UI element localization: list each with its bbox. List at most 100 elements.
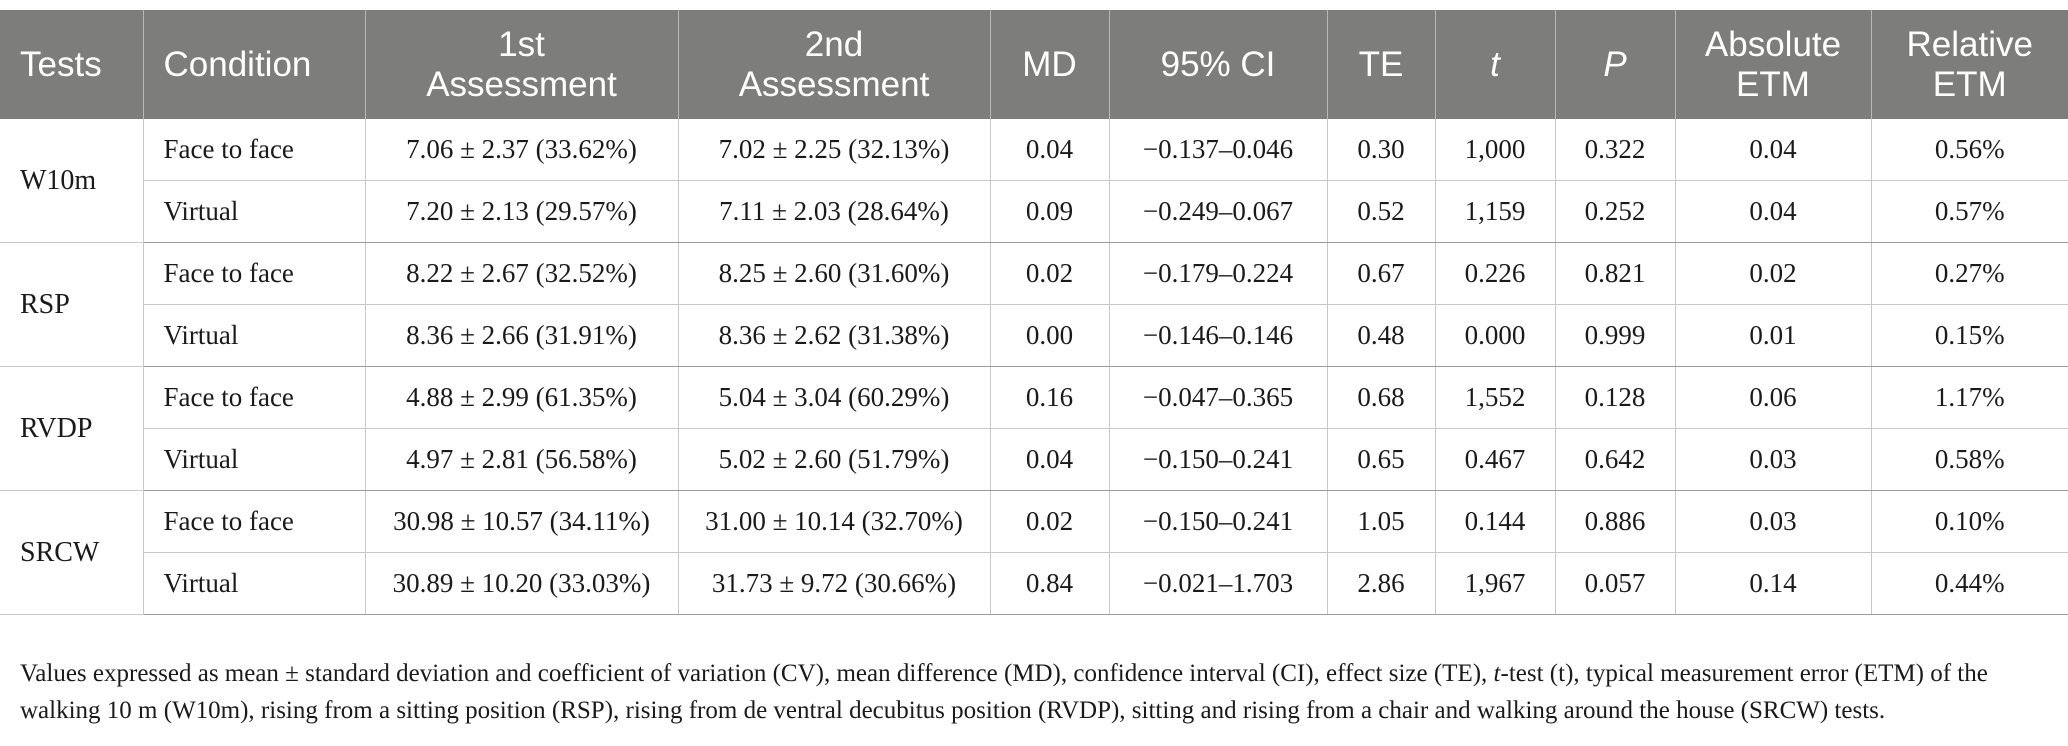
- t-cell: 0.226: [1435, 242, 1556, 305]
- t-cell: 1,552: [1435, 366, 1556, 429]
- p-cell: 0.821: [1555, 242, 1676, 305]
- relative-etm-cell: 0.15%: [1871, 304, 2068, 367]
- ci-cell: −0.179–0.224: [1109, 242, 1328, 305]
- results-table: Tests Condition 1st Assessment 2nd Asses…: [0, 10, 2068, 615]
- t-cell: 1,000: [1435, 119, 1556, 181]
- te-cell: 0.30: [1327, 119, 1436, 181]
- te-cell: 0.65: [1327, 428, 1436, 491]
- header-row: Tests Condition 1st Assessment 2nd Asses…: [0, 10, 2068, 119]
- footnote-t-italic: t: [1493, 660, 1501, 687]
- t-cell: 0.144: [1435, 490, 1556, 553]
- header-t: t: [1435, 10, 1556, 119]
- first-assessment-cell: 7.20 ± 2.13 (29.57%): [365, 180, 679, 243]
- absolute-etm-cell: 0.03: [1675, 490, 1872, 553]
- table-row: Virtual 30.89 ± 10.20 (33.03%) 31.73 ± 9…: [0, 552, 2068, 615]
- ci-cell: −0.137–0.046: [1109, 119, 1328, 181]
- test-name-rsp: RSP: [0, 242, 144, 367]
- header-p-label: P: [1603, 44, 1627, 84]
- second-assessment-cell: 8.36 ± 2.62 (31.38%): [678, 304, 991, 367]
- absolute-etm-cell: 0.03: [1675, 428, 1872, 491]
- p-cell: 0.642: [1555, 428, 1676, 491]
- first-assessment-cell: 4.97 ± 2.81 (56.58%): [365, 428, 679, 491]
- p-cell: 0.128: [1555, 366, 1676, 429]
- table-row: Virtual 7.20 ± 2.13 (29.57%) 7.11 ± 2.03…: [0, 180, 2068, 243]
- table-row: RSP Face to face 8.22 ± 2.67 (32.52%) 8.…: [0, 242, 2068, 367]
- condition-cell: Face to face: [143, 119, 366, 181]
- md-cell: 0.02: [990, 490, 1110, 553]
- first-assessment-cell: 30.89 ± 10.20 (33.03%): [365, 552, 679, 615]
- condition-cell: Virtual: [143, 304, 366, 367]
- header-tests: Tests: [0, 10, 144, 119]
- md-cell: 0.04: [990, 119, 1110, 181]
- table-header: Tests Condition 1st Assessment 2nd Asses…: [0, 10, 2068, 119]
- te-cell: 0.48: [1327, 304, 1436, 367]
- p-cell: 0.322: [1555, 119, 1676, 181]
- header-first-line2: Assessment: [426, 64, 617, 104]
- footnote-part1: Values expressed as mean ± standard devi…: [20, 660, 1494, 687]
- te-cell: 0.52: [1327, 180, 1436, 243]
- footnote-part2: -test (t), typical measurement error (ET…: [20, 660, 1988, 724]
- p-cell: 0.252: [1555, 180, 1676, 243]
- header-rel-line1: Relative: [1906, 24, 2033, 64]
- header-second-line1: 2nd: [804, 24, 864, 64]
- t-cell: 1,159: [1435, 180, 1556, 243]
- te-cell: 1.05: [1327, 490, 1436, 553]
- table-body: W10m Face to face 7.06 ± 2.37 (33.62%) 7…: [0, 119, 2068, 615]
- first-assessment-cell: 8.36 ± 2.66 (31.91%): [365, 304, 679, 367]
- condition-cell: Face to face: [143, 366, 366, 429]
- header-second-line2: Assessment: [738, 64, 930, 104]
- md-cell: 0.09: [990, 180, 1110, 243]
- p-cell: 0.999: [1555, 304, 1676, 367]
- condition-cell: Virtual: [143, 552, 366, 615]
- te-cell: 0.68: [1327, 366, 1436, 429]
- header-rel-line2: ETM: [1932, 64, 2007, 104]
- relative-etm-cell: 0.56%: [1871, 119, 2068, 181]
- md-cell: 0.02: [990, 242, 1110, 305]
- relative-etm-cell: 0.44%: [1871, 552, 2068, 615]
- relative-etm-cell: 1.17%: [1871, 366, 2068, 429]
- condition-cell: Face to face: [143, 242, 366, 305]
- header-p: P: [1555, 10, 1676, 119]
- test-name-w10m: W10m: [0, 119, 144, 243]
- relative-etm-cell: 0.27%: [1871, 242, 2068, 305]
- absolute-etm-cell: 0.14: [1675, 552, 1872, 615]
- second-assessment-cell: 31.73 ± 9.72 (30.66%): [678, 552, 991, 615]
- second-assessment-cell: 5.02 ± 2.60 (51.79%): [678, 428, 991, 491]
- second-assessment-cell: 7.02 ± 2.25 (32.13%): [678, 119, 991, 181]
- first-assessment-cell: 4.88 ± 2.99 (61.35%): [365, 366, 679, 429]
- ci-cell: −0.150–0.241: [1109, 428, 1328, 491]
- header-condition: Condition: [143, 10, 366, 119]
- table-row: Virtual 8.36 ± 2.66 (31.91%) 8.36 ± 2.62…: [0, 304, 2068, 367]
- condition-cell: Face to face: [143, 490, 366, 553]
- te-cell: 0.67: [1327, 242, 1436, 305]
- header-second-assessment: 2nd Assessment: [678, 10, 991, 119]
- relative-etm-cell: 0.58%: [1871, 428, 2068, 491]
- test-name-srcw: SRCW: [0, 490, 144, 615]
- t-cell: 0.467: [1435, 428, 1556, 491]
- header-md: MD: [990, 10, 1110, 119]
- absolute-etm-cell: 0.02: [1675, 242, 1872, 305]
- relative-etm-cell: 0.57%: [1871, 180, 2068, 243]
- ci-cell: −0.021–1.703: [1109, 552, 1328, 615]
- first-assessment-cell: 30.98 ± 10.57 (34.11%): [365, 490, 679, 553]
- condition-cell: Virtual: [143, 180, 366, 243]
- md-cell: 0.00: [990, 304, 1110, 367]
- absolute-etm-cell: 0.06: [1675, 366, 1872, 429]
- p-cell: 0.886: [1555, 490, 1676, 553]
- header-first-line1: 1st: [498, 24, 545, 64]
- header-absolute-etm: Absolute ETM: [1675, 10, 1872, 119]
- header-abs-line2: ETM: [1736, 64, 1810, 104]
- header-t-label: t: [1490, 44, 1500, 84]
- header-first-assessment: 1st Assessment: [365, 10, 679, 119]
- md-cell: 0.04: [990, 428, 1110, 491]
- ci-cell: −0.150–0.241: [1109, 490, 1328, 553]
- md-cell: 0.84: [990, 552, 1110, 615]
- relative-etm-cell: 0.10%: [1871, 490, 2068, 553]
- t-cell: 0.000: [1435, 304, 1556, 367]
- ci-cell: −0.047–0.365: [1109, 366, 1328, 429]
- ci-cell: −0.249–0.067: [1109, 180, 1328, 243]
- results-table-container: Tests Condition 1st Assessment 2nd Asses…: [0, 10, 2068, 615]
- table-row: SRCW Face to face 30.98 ± 10.57 (34.11%)…: [0, 490, 2068, 615]
- second-assessment-cell: 31.00 ± 10.14 (32.70%): [678, 490, 991, 553]
- absolute-etm-cell: 0.01: [1675, 304, 1872, 367]
